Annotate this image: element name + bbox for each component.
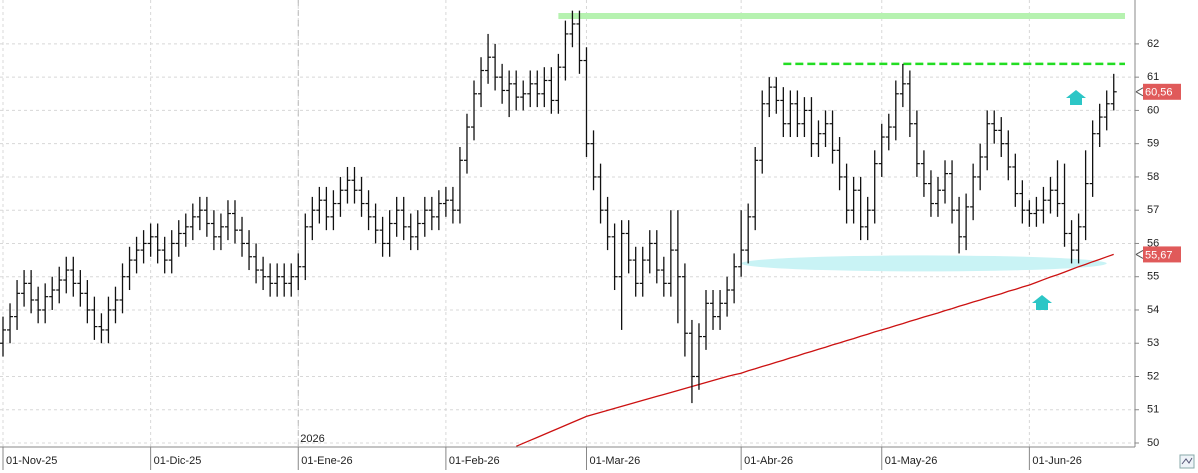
y-tick-label: 59 xyxy=(1147,138,1159,150)
y-tick-label: 55 xyxy=(1147,271,1159,283)
price-label: 55,67 xyxy=(1145,249,1173,261)
x-tick-label: 01-Feb-26 xyxy=(449,455,500,467)
y-tick-label: 57 xyxy=(1147,204,1159,216)
y-tick-label: 54 xyxy=(1147,304,1159,316)
arrow-up xyxy=(1032,295,1052,310)
price-label-box xyxy=(1143,83,1181,100)
x-tick-label: 01-Nov-25 xyxy=(6,455,57,467)
year-label: 2026 xyxy=(300,433,324,445)
plot-area xyxy=(0,0,1135,447)
y-tick-label: 52 xyxy=(1147,370,1159,382)
y-tick-label: 60 xyxy=(1147,104,1159,116)
y-tick-label: 61 xyxy=(1147,71,1159,83)
x-tick-label: 01-Ene-26 xyxy=(301,455,352,467)
y-tick-label: 51 xyxy=(1147,404,1159,416)
x-tick-label: 01-Dic-25 xyxy=(154,455,202,467)
y-tick-label: 62 xyxy=(1147,38,1159,50)
x-tick-label: 01-Abr-26 xyxy=(744,455,793,467)
settings-button[interactable] xyxy=(1179,454,1195,469)
x-tick-label: 01-May-26 xyxy=(885,455,938,467)
moving-average xyxy=(515,253,1114,447)
y-tick-label: 58 xyxy=(1147,171,1159,183)
price-label: 60,56 xyxy=(1145,87,1173,99)
price-label-pointer xyxy=(1135,87,1144,97)
x-tick-label: 01-Jun-26 xyxy=(1032,455,1082,467)
price-label-box xyxy=(1143,246,1181,263)
y-tick-label: 56 xyxy=(1147,237,1159,249)
y-tick-label: 53 xyxy=(1147,337,1159,349)
y-tick-label: 50 xyxy=(1147,437,1159,449)
support-zone xyxy=(741,255,1107,272)
price-label-pointer xyxy=(1135,249,1144,259)
settings-icon xyxy=(1181,457,1193,465)
arrow-up xyxy=(1066,90,1086,105)
x-tick-label: 01-Mar-26 xyxy=(589,455,640,467)
